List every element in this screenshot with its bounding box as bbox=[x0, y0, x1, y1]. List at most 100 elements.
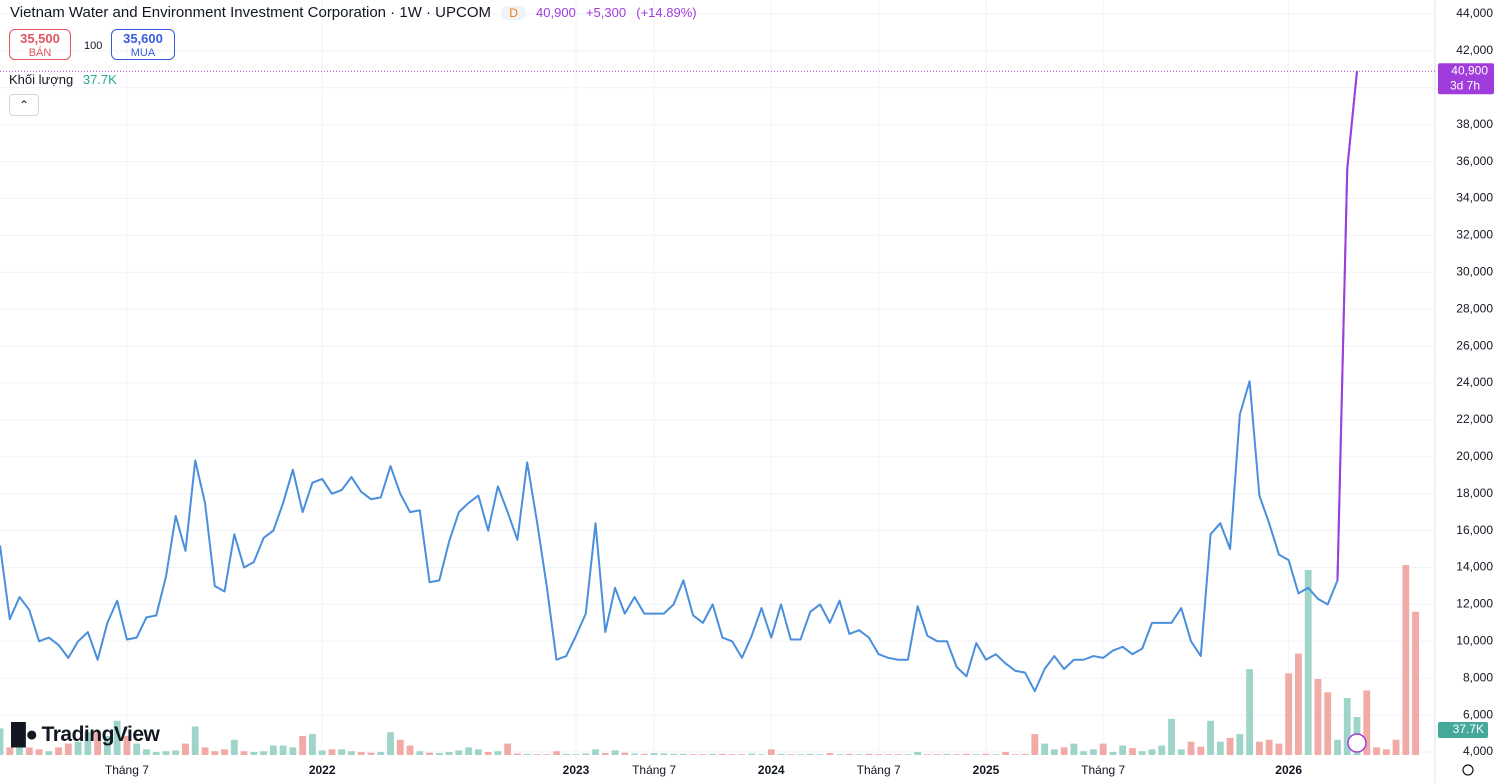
volume-bar bbox=[0, 728, 4, 755]
y-tick-label: 44,000 bbox=[1456, 6, 1493, 20]
volume-bar bbox=[113, 720, 121, 755]
volume-bar bbox=[16, 739, 23, 755]
volume-bar bbox=[269, 745, 277, 755]
volume-bar bbox=[250, 751, 258, 755]
volume-bar bbox=[465, 747, 473, 755]
volume-bar bbox=[1041, 743, 1049, 755]
volume-bar bbox=[1265, 739, 1273, 755]
volume-bar bbox=[279, 745, 287, 755]
volume-bar bbox=[328, 749, 336, 755]
volume-bar bbox=[1295, 653, 1302, 755]
volume-bar bbox=[797, 754, 804, 755]
volume-bar bbox=[318, 750, 326, 755]
volume-bar bbox=[1382, 749, 1390, 755]
volume-bar bbox=[1226, 737, 1234, 755]
volume-bar bbox=[435, 753, 443, 755]
sell-button[interactable]: 35,500 BÁN bbox=[9, 29, 71, 60]
volume-bar bbox=[963, 753, 970, 755]
replay-icon bbox=[1347, 733, 1367, 753]
x-tick-label: 2026 bbox=[1275, 763, 1302, 777]
volume-bar bbox=[670, 753, 678, 755]
y-tick-label: 34,000 bbox=[1456, 191, 1493, 205]
volume-axis-label: 37.7K bbox=[1453, 722, 1484, 736]
volume-bar bbox=[699, 754, 707, 755]
volume-bar bbox=[514, 753, 521, 755]
volume-bar bbox=[1099, 743, 1107, 755]
volume-bar bbox=[1246, 669, 1254, 755]
y-tick-label: 22,000 bbox=[1456, 412, 1493, 426]
volume-bar bbox=[640, 753, 648, 755]
volume-bar bbox=[777, 753, 785, 755]
volume-bar bbox=[816, 754, 824, 755]
volume-bar bbox=[1285, 673, 1293, 755]
volume-bar bbox=[45, 751, 53, 755]
volume-bar bbox=[806, 753, 814, 755]
y-tick-label: 20,000 bbox=[1456, 449, 1493, 463]
sell-price: 35,500 bbox=[20, 31, 60, 46]
volume-bar bbox=[84, 732, 92, 755]
volume-bar bbox=[914, 751, 922, 755]
volume-bar bbox=[758, 754, 765, 755]
volume-bar bbox=[1011, 754, 1019, 755]
last-price-box bbox=[1438, 63, 1494, 95]
volume-bar bbox=[1304, 569, 1312, 755]
volume-bar bbox=[1216, 741, 1224, 755]
y-tick-label: 32,000 bbox=[1456, 228, 1493, 242]
volume-bar bbox=[1021, 753, 1029, 755]
settings-icon bbox=[1462, 764, 1474, 776]
x-tick-label: 2023 bbox=[563, 763, 590, 777]
volume-bar bbox=[1129, 748, 1136, 755]
y-tick-label: 26,000 bbox=[1456, 338, 1493, 352]
volume-bar bbox=[123, 736, 131, 755]
x-tick-label: Tháng 7 bbox=[1081, 763, 1125, 777]
logo[interactable]: █● TradingView bbox=[11, 723, 160, 747]
volume-bar bbox=[543, 754, 551, 755]
y-tick-label: 24,000 bbox=[1456, 375, 1493, 389]
volume-bar bbox=[553, 751, 560, 755]
volume-bar bbox=[1236, 734, 1244, 755]
volume-bar bbox=[182, 743, 189, 755]
buy-button[interactable]: 35,600 MUA bbox=[111, 29, 175, 60]
volume-bar bbox=[387, 732, 394, 755]
volume-bar bbox=[445, 751, 453, 755]
volume-bar bbox=[25, 747, 33, 755]
volume-bar bbox=[1373, 747, 1380, 755]
volume-bar bbox=[689, 754, 697, 755]
last-price-label: 40,900 bbox=[1451, 63, 1488, 77]
volume-bar bbox=[992, 754, 1000, 755]
volume-bar bbox=[875, 754, 883, 755]
y-tick-label: 6,000 bbox=[1463, 707, 1493, 721]
volume-bar bbox=[1314, 679, 1322, 755]
volume-bar bbox=[1070, 743, 1078, 755]
volume-bar bbox=[660, 753, 668, 755]
volume-bar bbox=[1412, 611, 1419, 755]
symbol-title[interactable]: Vietnam Water and Environment Investment… bbox=[10, 4, 492, 21]
volume-bar bbox=[406, 745, 414, 755]
volume-bar bbox=[1207, 720, 1214, 755]
volume-bar bbox=[1158, 745, 1166, 755]
volume-bar bbox=[1343, 698, 1351, 755]
volume-bar bbox=[221, 749, 228, 755]
live-segment bbox=[1336, 71, 1358, 581]
collapse-button[interactable]: ⌃ bbox=[9, 94, 39, 116]
x-tick-label: 2025 bbox=[973, 763, 1000, 777]
y-tick-label: 36,000 bbox=[1456, 154, 1493, 168]
badge[interactable]: D bbox=[501, 6, 526, 20]
volume-bar bbox=[621, 752, 629, 755]
y-tick-label: 38,000 bbox=[1456, 117, 1493, 131]
volume-bar bbox=[1119, 745, 1127, 755]
volume-bar bbox=[162, 751, 170, 755]
volume-bar bbox=[1060, 747, 1068, 755]
volume-bar bbox=[572, 754, 580, 755]
volume-bar bbox=[55, 747, 62, 755]
volume-bar bbox=[836, 754, 843, 755]
x-tick-label: 2022 bbox=[309, 763, 336, 777]
volume-bar bbox=[74, 741, 82, 755]
spread: 100 bbox=[84, 40, 103, 52]
sell-label: BÁN bbox=[28, 47, 52, 59]
volume-bar bbox=[748, 753, 756, 755]
x-tick-label: Tháng 7 bbox=[857, 763, 901, 777]
volume-bar bbox=[1002, 751, 1009, 755]
countdown-label: 3d 7h bbox=[1450, 78, 1480, 92]
